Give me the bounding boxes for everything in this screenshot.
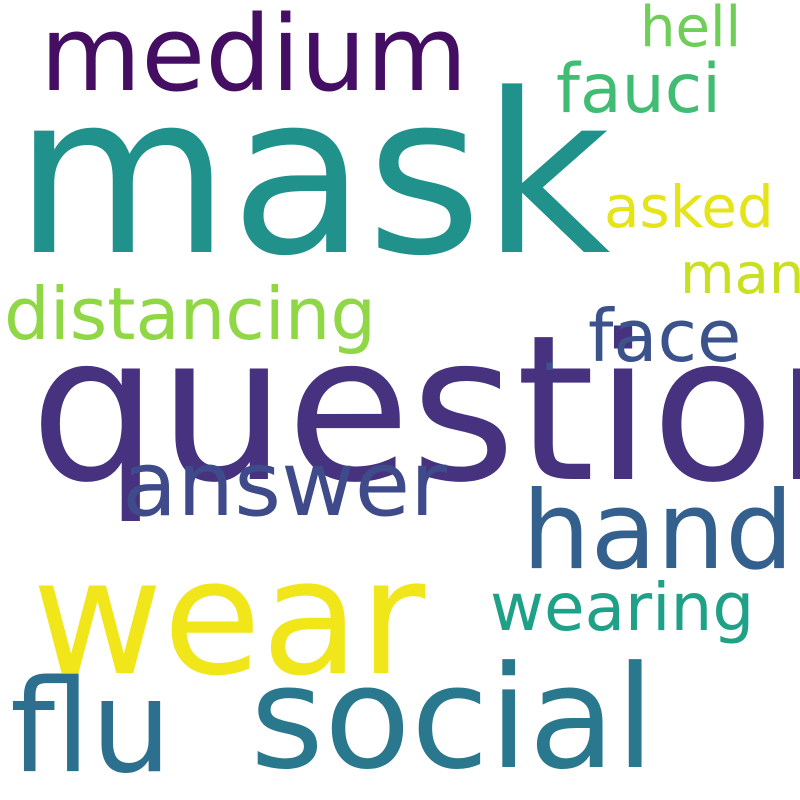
- word-question: question: [30, 291, 800, 527]
- word-wearing: wearing: [490, 569, 755, 646]
- word-wear: wear: [32, 524, 426, 711]
- word-dot: .: [540, 315, 560, 385]
- word-mask: mask: [14, 47, 611, 305]
- word-hand: hand: [522, 469, 794, 594]
- word-distancing: distancing: [4, 272, 377, 356]
- word-fauci: fauci: [556, 50, 721, 129]
- word-face: face: [588, 294, 742, 378]
- word-social: social: [250, 636, 655, 800]
- word-asked: asked: [604, 173, 774, 241]
- word-medium: medium: [40, 0, 468, 115]
- word-man: man: [680, 242, 800, 307]
- word-answer: answer: [122, 432, 448, 537]
- word-flu: flu: [10, 653, 172, 800]
- word-hell: hell: [640, 0, 742, 60]
